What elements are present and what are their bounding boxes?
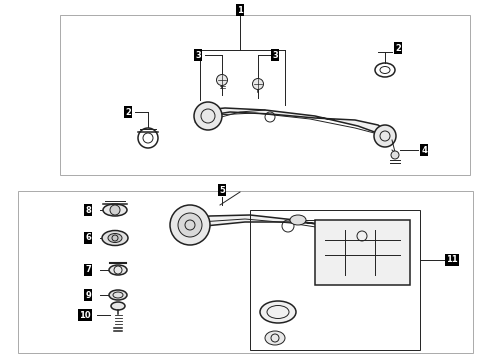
Text: 1: 1 bbox=[237, 5, 243, 14]
Text: 2: 2 bbox=[395, 44, 401, 53]
Ellipse shape bbox=[108, 234, 122, 243]
Text: 5: 5 bbox=[219, 185, 225, 194]
Bar bbox=[18, 191, 473, 353]
Ellipse shape bbox=[260, 301, 296, 323]
Circle shape bbox=[217, 75, 227, 86]
Text: 9: 9 bbox=[85, 291, 91, 300]
Text: 10: 10 bbox=[79, 310, 91, 320]
Text: 3: 3 bbox=[195, 50, 201, 59]
Polygon shape bbox=[205, 108, 388, 138]
Text: 11: 11 bbox=[446, 256, 458, 265]
Text: 6: 6 bbox=[85, 234, 91, 243]
Circle shape bbox=[374, 125, 396, 147]
Bar bbox=[315, 220, 410, 285]
Ellipse shape bbox=[265, 331, 285, 345]
Text: 7: 7 bbox=[85, 266, 91, 275]
Polygon shape bbox=[185, 215, 368, 240]
Ellipse shape bbox=[109, 290, 127, 300]
Ellipse shape bbox=[102, 230, 128, 246]
Ellipse shape bbox=[109, 265, 127, 275]
Text: 3: 3 bbox=[272, 50, 278, 59]
Circle shape bbox=[351, 225, 373, 247]
Circle shape bbox=[170, 205, 210, 245]
Ellipse shape bbox=[103, 204, 127, 216]
Text: 2: 2 bbox=[125, 108, 131, 117]
Circle shape bbox=[252, 78, 264, 90]
Bar bbox=[250, 210, 420, 350]
Text: 4: 4 bbox=[421, 145, 427, 154]
Circle shape bbox=[194, 102, 222, 130]
Bar bbox=[60, 15, 470, 175]
Text: 8: 8 bbox=[85, 206, 91, 215]
Ellipse shape bbox=[290, 215, 306, 225]
Circle shape bbox=[178, 213, 202, 237]
Circle shape bbox=[391, 151, 399, 159]
Ellipse shape bbox=[111, 302, 125, 310]
Circle shape bbox=[110, 205, 120, 215]
